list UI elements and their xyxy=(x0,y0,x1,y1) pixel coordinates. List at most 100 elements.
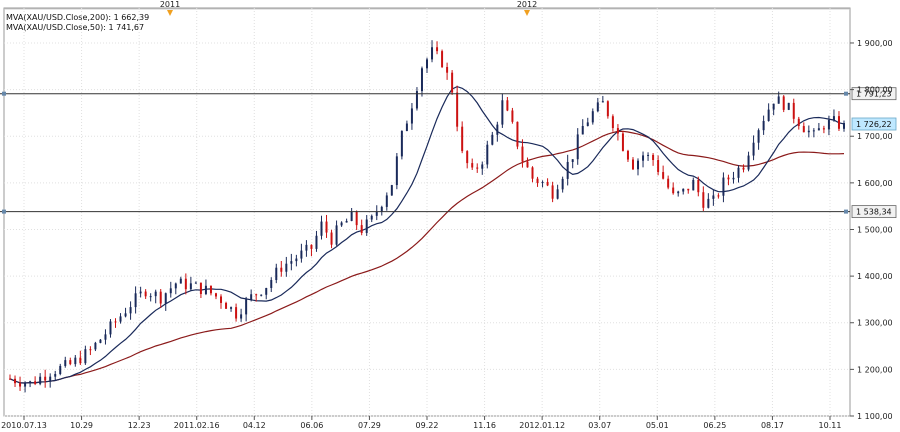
candle-body xyxy=(576,134,579,160)
candle-body xyxy=(777,96,780,104)
candle-body xyxy=(410,108,413,124)
candle-body xyxy=(521,146,524,162)
candle-body xyxy=(697,179,700,193)
candle-body xyxy=(39,376,42,384)
candle-body xyxy=(295,258,298,262)
candle-body xyxy=(727,177,730,180)
candle-body xyxy=(290,261,293,264)
candle-body xyxy=(49,376,52,381)
candle-body xyxy=(637,160,640,170)
candle-body xyxy=(752,142,755,156)
candle-body xyxy=(305,244,308,251)
level-label: 1 538,34 xyxy=(856,208,892,217)
candle-body xyxy=(631,159,634,170)
x-tick-label: 2010.07.13 xyxy=(1,421,47,430)
candle-body xyxy=(34,381,37,384)
candle-body xyxy=(235,307,238,319)
candle-body xyxy=(380,206,383,212)
candle-body xyxy=(390,185,393,196)
candle-body xyxy=(194,282,197,284)
candle-body xyxy=(561,178,564,190)
candle-body xyxy=(807,130,810,133)
candle-body xyxy=(79,357,82,364)
x-tick-label: 04.12 xyxy=(243,421,266,430)
y-tick-label: 1 100,00 xyxy=(857,412,893,421)
candle-body xyxy=(843,123,845,129)
candle-body xyxy=(280,267,283,272)
candle-body xyxy=(501,100,504,125)
candle-body xyxy=(757,130,760,143)
year-marker-icon xyxy=(167,10,173,16)
candle-body xyxy=(742,167,745,170)
candle-body xyxy=(536,178,539,184)
candle-body xyxy=(375,211,378,216)
candle-body xyxy=(642,155,645,161)
candle-body xyxy=(335,225,338,245)
level-handle-left xyxy=(2,91,6,96)
candle-body xyxy=(19,383,22,387)
candle-body xyxy=(74,357,77,365)
level-handle-right xyxy=(844,91,848,96)
candle-body xyxy=(159,291,162,304)
candle-body xyxy=(566,161,569,179)
y-tick-label: 1 800,00 xyxy=(857,86,893,95)
candle-body xyxy=(772,103,775,110)
candle-body xyxy=(345,220,348,223)
x-tick-label: 03.07 xyxy=(588,421,611,430)
candle-body xyxy=(59,365,62,375)
x-axis: 2010.07.13 10.29 12.23 2011.02.16 04.12 06.06… xyxy=(1,416,841,430)
candle-body xyxy=(506,100,509,111)
candle-body xyxy=(531,167,534,179)
candle-body xyxy=(436,47,439,52)
candle-body xyxy=(250,294,253,300)
candle-body xyxy=(596,102,599,112)
candle-body xyxy=(677,191,680,194)
x-tick-label: 2012.01.12 xyxy=(519,421,565,430)
candle-body xyxy=(812,130,815,132)
level-label-box xyxy=(851,87,897,101)
candle-body xyxy=(89,349,92,351)
candle-body xyxy=(481,164,484,169)
candle-body xyxy=(179,278,182,284)
candle-body xyxy=(647,154,650,156)
candle-body xyxy=(797,118,800,127)
candle-body xyxy=(270,280,273,288)
candle-body xyxy=(365,219,368,233)
candle-body xyxy=(717,195,720,197)
candle-body xyxy=(451,72,454,93)
x-tick-label: 2011.02.16 xyxy=(174,421,220,430)
candle-body xyxy=(682,188,685,192)
candle-body xyxy=(652,154,655,161)
candle-body xyxy=(325,221,328,233)
candle-body xyxy=(370,215,373,220)
candle-body xyxy=(14,378,17,384)
candle-body xyxy=(496,124,499,135)
candle-body xyxy=(672,187,675,194)
candle-body xyxy=(692,179,695,191)
x-tick-label: 07.29 xyxy=(358,421,381,430)
candle-body xyxy=(626,150,629,160)
candle-body xyxy=(139,291,142,294)
candle-body xyxy=(611,116,614,129)
candle-body xyxy=(275,267,278,281)
candle-body xyxy=(511,110,514,122)
candle-body xyxy=(747,155,750,170)
candle-body xyxy=(144,291,147,297)
candle-body xyxy=(687,188,690,191)
candle-body xyxy=(220,296,223,303)
legend: MVA(XAU/USD.Close,200): 1 662,39MVA(XAU/… xyxy=(6,13,149,32)
candle-body xyxy=(149,296,152,298)
candle-body xyxy=(230,307,233,309)
x-tick-label: 06.06 xyxy=(300,421,323,430)
level-label: 1 791,23 xyxy=(856,90,892,99)
horizontal-lines: 1 791,23 1 538,34 1 726,22 xyxy=(0,87,897,219)
candle-body xyxy=(461,126,464,152)
y-tick-label: 1 200,00 xyxy=(857,365,893,374)
year-markers: 2011 2012 xyxy=(160,0,537,16)
candle-body xyxy=(225,302,228,309)
candle-body xyxy=(456,92,459,127)
candle-body xyxy=(94,342,97,350)
candle-body xyxy=(99,339,102,343)
candle-body xyxy=(285,263,288,272)
year-marker-label: 2012 xyxy=(517,0,537,9)
